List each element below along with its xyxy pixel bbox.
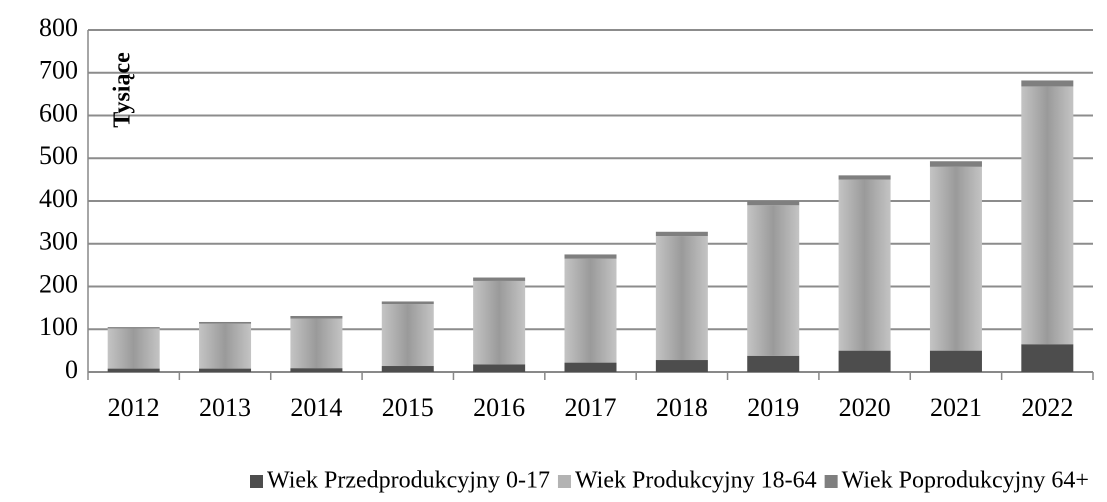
bar-segment xyxy=(929,166,982,351)
bar-segment xyxy=(107,328,160,369)
bar-segment xyxy=(564,254,617,259)
bar-segment xyxy=(199,368,252,372)
bar-segment xyxy=(655,360,708,372)
bar-segment xyxy=(838,175,891,180)
bar-segment xyxy=(107,368,160,372)
bar-segment xyxy=(564,258,617,363)
bar-segment xyxy=(747,201,800,206)
bar-segment xyxy=(1021,86,1074,345)
bar-segment xyxy=(929,350,982,372)
bar-segment xyxy=(107,327,160,329)
x-tick-label: 2014 xyxy=(290,393,342,422)
x-tick-label: 2013 xyxy=(199,393,251,422)
bar-segment xyxy=(747,355,800,372)
x-tick-label: 2020 xyxy=(839,393,891,422)
legend-swatch xyxy=(250,475,263,488)
bar-segment xyxy=(747,205,800,356)
y-tick-label: 400 xyxy=(39,184,78,213)
y-tick-label: 200 xyxy=(39,269,78,298)
bar-segment xyxy=(655,236,708,361)
bar-segment xyxy=(564,362,617,372)
y-tick-label: 300 xyxy=(39,227,78,256)
legend-swatch xyxy=(824,475,838,488)
x-tick-label: 2019 xyxy=(747,393,799,422)
bar-segment xyxy=(290,318,343,369)
y-axis-label: Tysiące xyxy=(110,52,136,128)
bar-segment xyxy=(381,304,434,367)
legend-label: Wiek Poprodukcyjny 64+ xyxy=(842,468,1089,494)
x-tick-label: 2015 xyxy=(382,393,434,422)
bar-segment xyxy=(838,350,891,372)
bar-segment xyxy=(473,364,526,372)
y-tick-label: 800 xyxy=(39,13,78,42)
x-tick-label: 2022 xyxy=(1021,393,1073,422)
bar-segment xyxy=(838,179,891,351)
legend-swatch xyxy=(557,475,571,488)
bar-segment xyxy=(290,368,343,372)
y-tick-label: 500 xyxy=(39,141,78,170)
x-tick-label: 2021 xyxy=(930,393,982,422)
y-tick-label: 0 xyxy=(65,355,78,384)
x-tick-label: 2017 xyxy=(565,393,617,422)
bar-segment xyxy=(1021,80,1074,87)
bar-segment xyxy=(290,315,343,319)
bar-segment xyxy=(381,366,434,372)
bar-segment xyxy=(1021,344,1074,372)
bar-segment xyxy=(473,277,526,281)
bar-segment xyxy=(929,161,982,167)
bar-segment xyxy=(199,321,252,324)
bar-segment xyxy=(199,323,252,369)
bar-segment xyxy=(381,301,434,305)
legend-label: Wiek Przedprodukcyjny 0-17 xyxy=(267,468,550,494)
legend-label: Wiek Produkcyjny 18-64 xyxy=(575,468,817,494)
y-tick-label: 100 xyxy=(39,312,78,341)
x-tick-label: 2018 xyxy=(656,393,708,422)
bar-segment xyxy=(655,231,708,237)
y-tick-label: 600 xyxy=(39,98,78,127)
bar-segment xyxy=(473,280,526,365)
y-tick-label: 700 xyxy=(39,56,78,85)
x-tick-label: 2012 xyxy=(108,393,160,422)
x-tick-label: 2016 xyxy=(473,393,525,422)
